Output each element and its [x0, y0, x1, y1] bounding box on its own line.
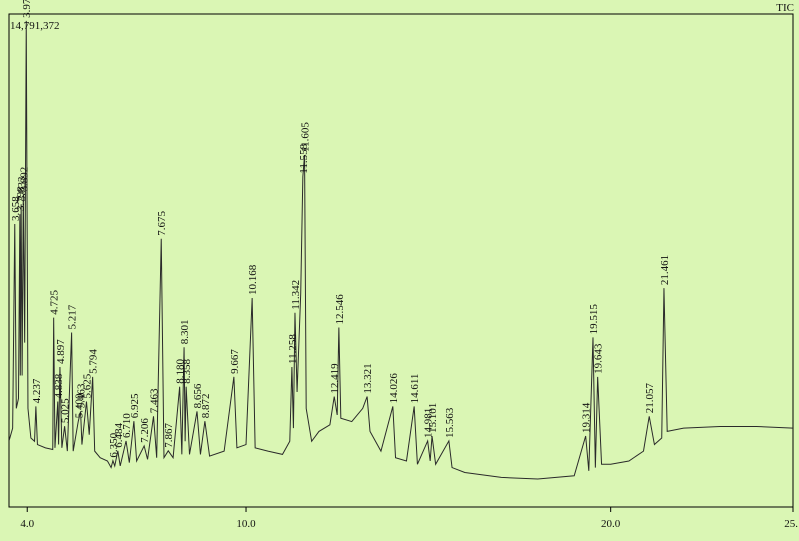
peak-label: 7.867	[163, 423, 175, 448]
peak-label: 3.892	[18, 167, 30, 192]
peak-label: 11.605	[300, 122, 312, 152]
peak-label: 4.725	[49, 289, 61, 314]
peak-label: 8.180	[175, 358, 187, 383]
peak-label: 14.981	[423, 408, 435, 438]
x-tick-label: 25.	[784, 518, 798, 530]
peak-label: 11.558	[298, 143, 310, 173]
peak-label: 6.925	[129, 393, 141, 418]
peak-label: 14.611	[409, 374, 421, 404]
peak-label: 11.342	[290, 280, 302, 310]
peak-label: 6.350	[108, 432, 120, 457]
peak-label: 7.463	[149, 388, 161, 413]
peak-label: 21.057	[644, 383, 656, 414]
peak-label: 8.656	[192, 383, 204, 408]
max-intensity-label: 14,791,372	[10, 20, 60, 32]
peak-label: 10.168	[247, 264, 259, 295]
peak-label: 8.358	[181, 358, 193, 383]
x-tick-label: 20.0	[601, 518, 621, 530]
legend-label: TIC	[776, 2, 794, 14]
x-tick-label: 10.0	[236, 518, 256, 530]
peak-label: 3.833	[16, 176, 28, 201]
plot-frame	[8, 13, 794, 508]
peak-label: 6.484	[113, 423, 125, 448]
peak-label: 5.217	[67, 304, 79, 329]
peak-label: 8.872	[200, 393, 212, 418]
peak-label: 7.675	[156, 211, 168, 236]
peak-label: 11.258	[287, 334, 299, 364]
peak-label: 15.563	[444, 407, 456, 438]
peak-label: 21.461	[659, 255, 671, 285]
trace-line	[9, 20, 793, 480]
peak-label: 4.237	[31, 378, 43, 403]
peak-label: 13.321	[362, 363, 374, 393]
peak-label: 4.838	[53, 373, 65, 398]
peak-label: 7.206	[139, 418, 151, 443]
peak-label: 19.515	[588, 304, 600, 335]
peak-label: 19.643	[593, 343, 605, 374]
peak-label: 15.101	[427, 403, 439, 433]
peak-label: 3.798	[15, 186, 27, 211]
peak-label: 5.625	[81, 373, 93, 398]
peak-label: 5.463	[76, 383, 88, 408]
peak-label: 3.973	[21, 0, 33, 18]
peak-label: 19.314	[581, 402, 593, 433]
peak-label: 12.546	[334, 294, 346, 325]
peak-label: 3.658	[10, 196, 22, 221]
peak-label: 14.026	[388, 373, 400, 404]
x-tick-label: 4.0	[20, 518, 34, 530]
peak-label: 8.301	[179, 320, 191, 345]
peak-label: 9.667	[229, 349, 241, 374]
peak-label: 5.400	[73, 393, 85, 418]
peak-label: 6.710	[121, 413, 133, 438]
peak-label: 5.794	[88, 349, 100, 374]
peak-label: 12.419	[329, 363, 341, 394]
peak-label: 4.897	[55, 339, 67, 364]
peak-label: 5.025	[60, 398, 72, 423]
